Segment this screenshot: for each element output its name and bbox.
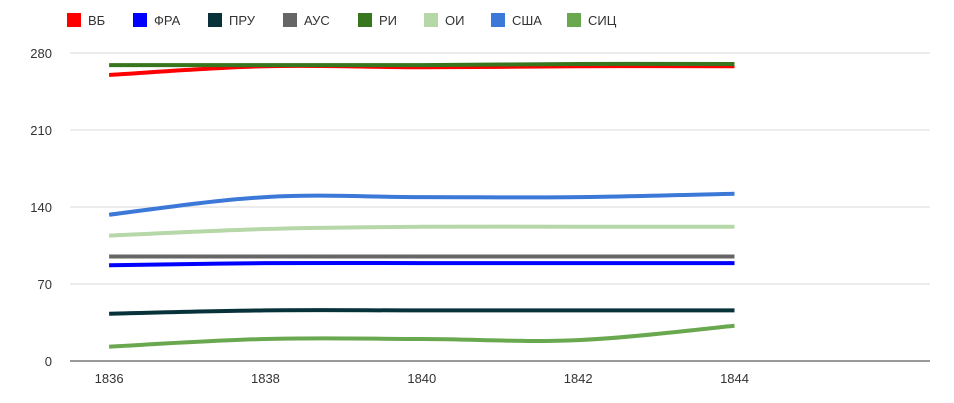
legend-label: АУС [304,13,330,28]
legend-swatch [358,13,372,27]
x-tick-label: 1844 [720,371,749,386]
y-tick-label: 210 [30,123,52,138]
legend-swatch [283,13,297,27]
series-line-2 [109,308,735,316]
series-line-4 [109,61,735,68]
x-tick-label: 1836 [95,371,124,386]
series-line-7 [109,323,735,349]
x-tick-label: 1842 [564,371,593,386]
y-tick-label: 280 [30,46,52,61]
legend-label: США [512,13,542,28]
y-tick-label: 70 [38,277,52,292]
gridlines [70,52,930,285]
legend-label: ОИ [445,13,464,28]
x-tick-label: 1840 [407,371,436,386]
series-line-5 [109,224,735,238]
axes: 0 70 140 210 280 1836 1838 1840 1842 1844 [30,46,930,386]
legend-item-2: ПРУ [208,13,256,28]
legend: ВБ ФРА ПРУ АУС РИ ОИ США СИЦ [67,13,617,28]
legend-label: ПРУ [229,13,256,28]
series-line-0 [108,63,735,77]
y-tick-label: 0 [45,354,52,369]
x-tick-label: 1838 [251,371,280,386]
legend-item-4: РИ [358,13,397,28]
legend-item-0: ВБ [67,13,105,28]
legend-label: ВБ [88,13,105,28]
legend-item-6: США [491,13,542,28]
legend-swatch [133,13,147,27]
legend-label: ФРА [154,13,181,28]
legend-item-1: ФРА [133,13,181,28]
legend-item-3: АУС [283,13,330,28]
legend-swatch [567,13,581,27]
legend-label: СИЦ [588,13,617,28]
legend-item-7: СИЦ [567,13,617,28]
legend-item-5: ОИ [424,13,464,28]
legend-swatch [67,13,81,27]
series-line-1 [109,260,735,268]
legend-swatch [491,13,505,27]
y-tick-label: 140 [30,200,52,215]
series-lines [108,61,735,349]
legend-swatch [424,13,438,27]
legend-label: РИ [379,13,397,28]
legend-swatch [208,13,222,27]
series-line-6 [108,191,735,217]
